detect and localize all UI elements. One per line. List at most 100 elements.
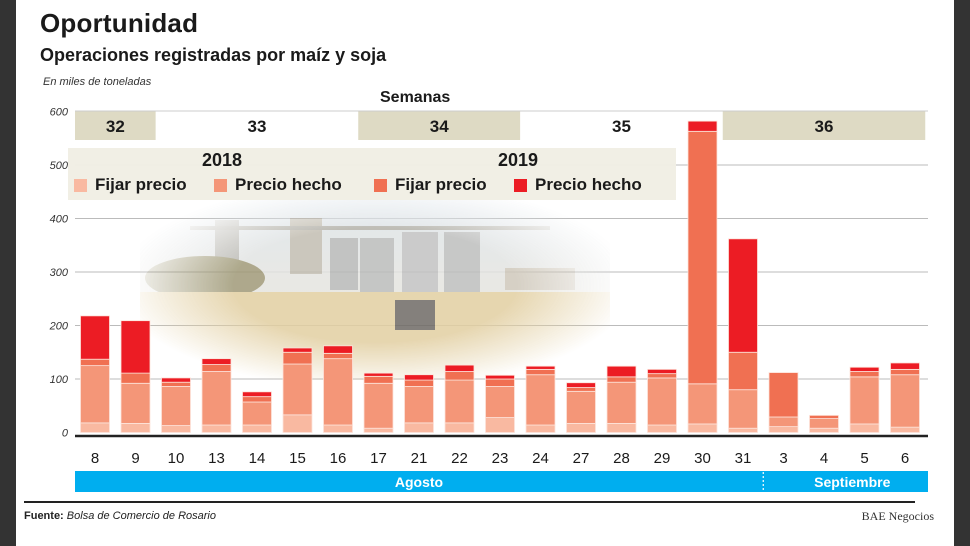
bar-segment <box>525 424 556 433</box>
bar-segment <box>323 345 353 354</box>
source-note: Fuente: Bolsa de Comercio de Rosario <box>24 510 216 522</box>
x-tick-label: 28 <box>613 450 630 467</box>
bar-segment <box>566 382 596 388</box>
week-label: 36 <box>815 117 834 136</box>
chart-subtitle: Operaciones registradas por maíz y soja <box>40 45 387 65</box>
bar-segment <box>809 427 839 433</box>
bar-segment <box>323 358 353 426</box>
publisher-brand: BAE Negocios <box>861 509 934 523</box>
week-label: 32 <box>106 117 125 136</box>
x-tick-label: 8 <box>91 450 99 467</box>
x-tick-label: 29 <box>654 450 671 467</box>
bar-segment <box>809 414 839 419</box>
x-tick-label: 22 <box>451 450 468 467</box>
legend-item-2019-fijar-precio: Fijar precio <box>374 175 487 195</box>
bar-segment <box>444 364 475 372</box>
legend-year-2019: 2019 <box>498 150 539 170</box>
bar-segment <box>768 426 799 433</box>
bar-segment <box>849 371 880 378</box>
chart-title: Oportunidad <box>40 8 199 38</box>
weeks-header-label: Semanas <box>380 89 451 106</box>
bar-segment <box>201 364 232 372</box>
bar-segment <box>647 377 677 426</box>
bar-segment <box>606 423 637 433</box>
x-tick-label: 24 <box>532 450 549 467</box>
bar-segment <box>120 372 151 384</box>
bar-segment <box>282 351 313 365</box>
y-tick-label: 600 <box>50 107 69 119</box>
photo-shed <box>505 268 575 290</box>
bar-segment <box>728 351 758 391</box>
bar-segment <box>606 376 637 383</box>
bar-segment <box>80 358 110 367</box>
bar-segment <box>728 389 758 429</box>
bar-segment <box>687 423 718 433</box>
bar-segment <box>728 238 758 353</box>
bar-segment <box>363 427 394 433</box>
bar-segment <box>201 424 232 433</box>
bar-segment <box>485 374 515 380</box>
photo-conveyor <box>190 226 550 230</box>
bar-segment <box>890 362 920 370</box>
bar-segment <box>849 366 880 372</box>
bar-segment <box>485 386 515 418</box>
y-tick-label: 200 <box>49 321 69 333</box>
bar-segment <box>566 387 596 392</box>
axis-layer: 0 100 200 300 400 500 600 8 9 10 13 14 15 16 17 21 22 23 2… <box>49 107 928 492</box>
bar-segment <box>161 386 191 426</box>
legend-swatch <box>514 178 527 192</box>
y-tick-label: 0 <box>62 428 69 440</box>
bar-segment <box>687 383 718 425</box>
x-tick-label: 17 <box>370 450 387 467</box>
x-tick-label: 15 <box>289 450 306 467</box>
y-tick-label: 500 <box>50 160 69 172</box>
x-tick-label: 6 <box>901 450 909 467</box>
bar-segment <box>242 391 272 398</box>
units-label: En miles de toneladas <box>43 76 152 88</box>
bar-segment <box>120 382 151 424</box>
photo-silo <box>360 238 394 292</box>
legend-label: Precio hecho <box>535 175 642 194</box>
legend-item-2019-precio-hecho: Precio hecho <box>514 175 642 195</box>
x-tick-label: 4 <box>820 450 828 467</box>
bar-segment <box>242 396 272 403</box>
legend-swatch <box>214 178 227 192</box>
bar-segment <box>404 374 434 381</box>
bar-segment <box>647 424 677 433</box>
photo-tractor <box>395 300 435 330</box>
bar-segment <box>566 390 596 424</box>
bar-segment <box>161 377 191 383</box>
bar-segment <box>80 365 110 424</box>
bar-segment <box>606 365 637 378</box>
month-label: Agosto <box>395 474 443 490</box>
photo-trees <box>145 256 265 300</box>
bar-segment <box>161 425 191 433</box>
bar-segment <box>485 378 515 387</box>
week-band <box>358 111 521 140</box>
bar-segment <box>404 379 434 387</box>
bar-segment <box>890 426 920 433</box>
legend-item-2018-fijar-precio: Fijar precio <box>74 175 187 195</box>
bar-segment <box>201 371 232 426</box>
bar-segment <box>363 372 394 377</box>
photo-silo <box>402 232 438 292</box>
bar-layer <box>80 120 920 433</box>
week-band <box>722 111 926 140</box>
bar-segment <box>606 381 637 424</box>
legend: 2018 2019 Fijar precio Precio hecho Fija… <box>68 148 676 200</box>
y-tick-label: 100 <box>50 374 69 386</box>
legend-swatch <box>74 178 87 192</box>
legend-item-2018-precio-hecho: Precio hecho <box>214 175 342 195</box>
bar-segment <box>566 423 596 433</box>
x-tick-label: 21 <box>411 450 428 467</box>
bar-segment <box>201 358 232 365</box>
bar-segment <box>768 416 799 428</box>
week-band <box>155 111 359 140</box>
legend-label: Fijar precio <box>95 175 187 194</box>
bar-segment <box>120 320 151 374</box>
bar-segment <box>120 423 151 433</box>
month-label: Septiembre <box>814 474 890 490</box>
x-tick-label: 3 <box>779 450 787 467</box>
bar-segment <box>404 386 434 424</box>
